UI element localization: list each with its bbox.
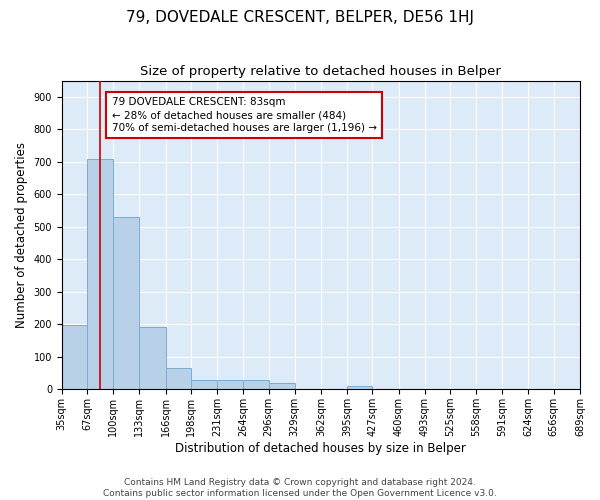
Bar [347, 386, 373, 390]
Bar [269, 383, 295, 390]
Bar [191, 380, 217, 390]
Y-axis label: Number of detached properties: Number of detached properties [15, 142, 28, 328]
Title: Size of property relative to detached houses in Belper: Size of property relative to detached ho… [140, 65, 502, 78]
Bar [217, 380, 243, 390]
X-axis label: Distribution of detached houses by size in Belper: Distribution of detached houses by size … [175, 442, 466, 455]
Bar [62, 326, 87, 390]
Text: Contains HM Land Registry data © Crown copyright and database right 2024.
Contai: Contains HM Land Registry data © Crown c… [103, 478, 497, 498]
Text: 79, DOVEDALE CRESCENT, BELPER, DE56 1HJ: 79, DOVEDALE CRESCENT, BELPER, DE56 1HJ [126, 10, 474, 25]
Bar [139, 327, 166, 390]
Bar [113, 217, 139, 390]
Bar [166, 368, 191, 390]
Bar [87, 158, 113, 390]
Text: 79 DOVEDALE CRESCENT: 83sqm
← 28% of detached houses are smaller (484)
70% of se: 79 DOVEDALE CRESCENT: 83sqm ← 28% of det… [112, 97, 377, 133]
Bar [243, 380, 269, 390]
